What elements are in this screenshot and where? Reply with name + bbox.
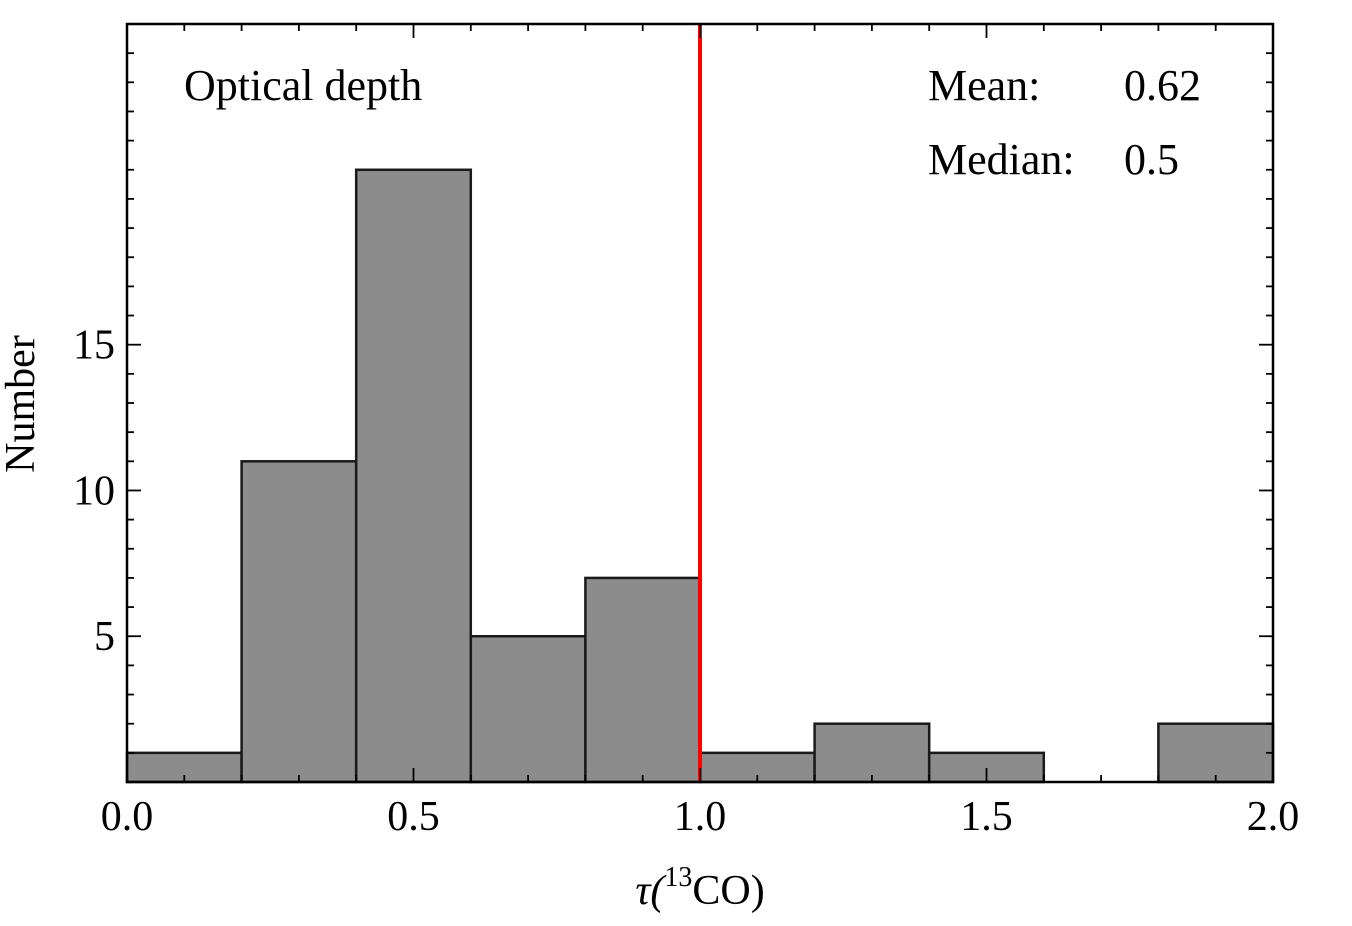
histogram-bar: [469, 634, 587, 784]
x-axis-label: τ(13CO): [635, 862, 764, 914]
histogram-bar: [584, 576, 702, 784]
x-tick-label: 1.0: [674, 794, 727, 840]
x-tick-label: 1.5: [960, 794, 1013, 840]
y-axis-label: Number: [0, 335, 44, 473]
y-tick-label: 10: [73, 468, 115, 514]
ticks-group: 0.0 0.5 1.0 1.5 2.0 5 10 15: [73, 24, 1299, 840]
stat-mean-label: Mean:: [928, 61, 1040, 110]
stat-median-value: 0.5: [1124, 135, 1179, 184]
annotation-label: Optical depth: [184, 61, 422, 110]
x-tick-label: 2.0: [1247, 794, 1300, 840]
histogram-bar: [354, 168, 473, 784]
x-tick-label: 0.5: [387, 794, 440, 840]
stat-mean-value: 0.62: [1124, 61, 1201, 110]
histogram-bar: [813, 722, 931, 784]
histogram-bar: [240, 460, 358, 784]
histogram-bar: [1157, 722, 1275, 784]
plot-frame: [125, 22, 1275, 784]
y-tick-label: 15: [73, 323, 115, 369]
y-tick-label: 5: [94, 614, 115, 660]
bars-group: [125, 168, 1275, 784]
stat-median-label: Median:: [928, 135, 1075, 184]
x-tick-label: 0.0: [101, 794, 154, 840]
